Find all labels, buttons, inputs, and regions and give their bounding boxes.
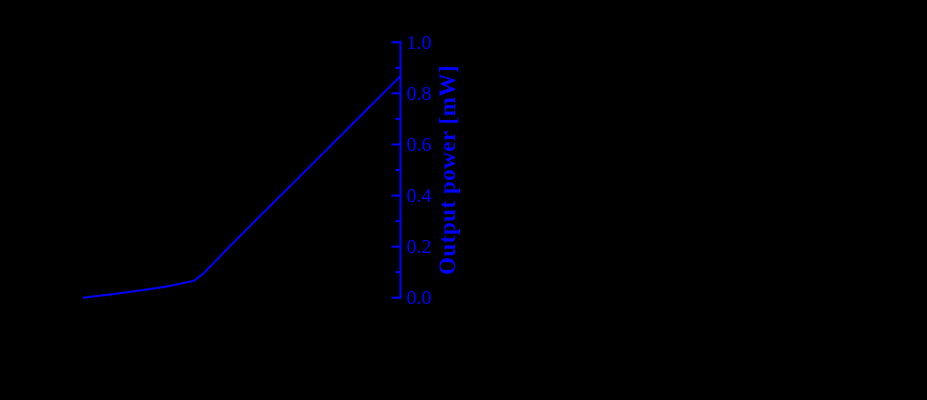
output-power-curve [82,75,402,299]
right-axis-tick-label: 0.8 [407,83,432,105]
right-axis-tick-label: 0.2 [407,236,432,258]
right-axis-tick-label: 1.0 [407,32,432,54]
right-y-axis-title: Output power [mW] [435,65,460,275]
right-axis-tick-label: 0.4 [407,185,432,207]
right-axis-tick-label: 0.0 [407,287,432,309]
right-axis-tick-label: 0.6 [407,134,432,156]
